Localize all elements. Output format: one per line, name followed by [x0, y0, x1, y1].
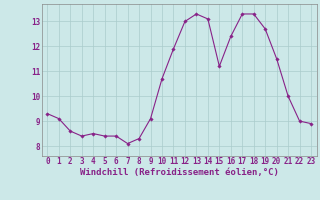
- X-axis label: Windchill (Refroidissement éolien,°C): Windchill (Refroidissement éolien,°C): [80, 168, 279, 177]
